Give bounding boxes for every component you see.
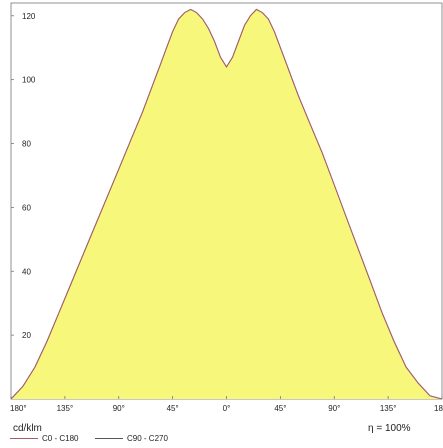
y-axis: 20 40 60 80 100 120: [11, 12, 36, 340]
legend-label-c0-c180: C0 - C180: [42, 434, 79, 443]
x-tick-label: 90°: [113, 404, 125, 413]
intensity-fill: [11, 9, 442, 400]
legend-swatch-c0-c180: [10, 438, 38, 439]
x-tick-label: 180: [434, 404, 443, 413]
efficiency-label: η = 100%: [368, 423, 411, 434]
legend-item-c0-c180: C0 - C180: [10, 434, 78, 443]
x-tick-label: 180°: [10, 404, 27, 413]
y-tick-label: 120: [22, 12, 36, 21]
x-tick-label: 135°: [57, 404, 74, 413]
area-fill: [11, 9, 442, 400]
legend-label-c90-c270: C90 - C270: [127, 434, 168, 443]
x-tick-label: 0°: [223, 404, 231, 413]
y-tick-label: 20: [22, 331, 31, 340]
series-line-1: [10, 8, 443, 400]
y-tick-label: 40: [22, 267, 31, 276]
x-tick-label: 45°: [274, 404, 286, 413]
series-lines: [10, 8, 443, 400]
y-tick-label: 100: [22, 76, 36, 85]
x-tick-label: 135°: [380, 404, 397, 413]
legend-swatch-c90-c270: [95, 438, 123, 439]
x-axis: 180° 135° 90° 45° 0° 45° 90° 135° 180: [10, 396, 443, 413]
x-tick-label: 90°: [328, 404, 340, 413]
legend-item-c90-c270: C90 - C270: [95, 434, 168, 443]
x-tick-label: 45°: [167, 404, 179, 413]
unit-label: cd/klm: [13, 423, 42, 434]
y-tick-label: 60: [22, 203, 31, 212]
y-tick-label: 80: [22, 140, 31, 149]
